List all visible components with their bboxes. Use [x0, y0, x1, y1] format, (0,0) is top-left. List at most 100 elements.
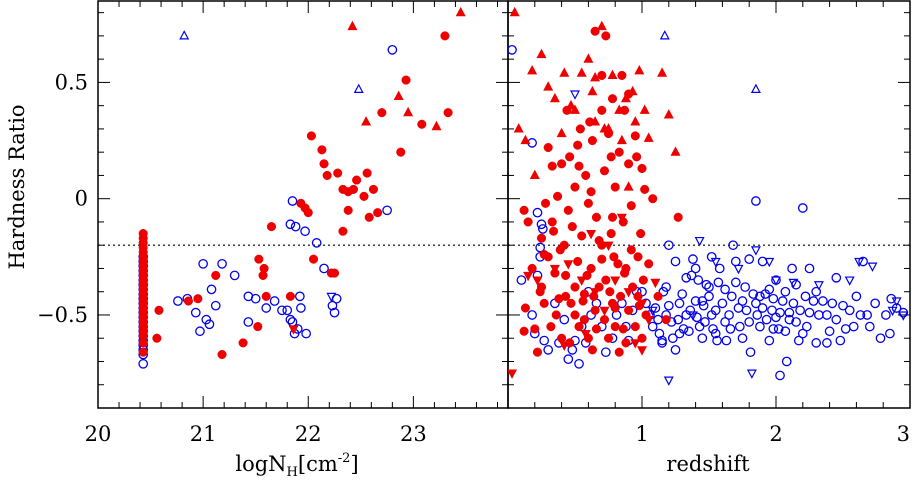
data-point-filled-circle — [591, 324, 601, 334]
data-point-filled-circle — [599, 315, 610, 325]
data-point-open-triangle-down — [891, 297, 902, 307]
data-point-filled-circle — [616, 291, 626, 301]
x-tick-label: 21 — [190, 422, 217, 446]
data-point-filled-circle — [217, 349, 227, 360]
data-point-open-circle — [745, 347, 756, 358]
data-point-filled-circle — [577, 231, 587, 241]
data-point-filled-triangle-up — [565, 99, 576, 110]
x-axis-title-right: redshift — [666, 452, 750, 476]
data-point-filled-circle — [319, 159, 329, 169]
data-point-open-circle — [752, 310, 763, 320]
data-point-open-circle — [793, 335, 804, 346]
data-point-filled-circle — [443, 108, 453, 118]
data-point-open-circle — [670, 256, 681, 267]
data-point-open-circle — [537, 224, 548, 234]
data-point-open-circle — [300, 226, 310, 237]
data-point-filled-triangle-down — [532, 276, 543, 286]
data-point-filled-triangle-up — [559, 67, 570, 77]
data-point-filled-circle — [614, 147, 624, 157]
data-point-filled-triangle-up — [529, 169, 540, 180]
data-point-open-circle — [287, 196, 298, 206]
data-point-open-circle — [677, 289, 688, 299]
data-point-filled-circle — [587, 345, 597, 355]
data-point-open-circle — [667, 333, 678, 344]
data-point-open-circle — [657, 335, 667, 346]
data-point-filled-triangle-up — [513, 123, 524, 133]
data-point-open-circle — [681, 272, 692, 283]
data-point-open-circle — [559, 314, 570, 325]
data-point-filled-circle — [565, 152, 575, 162]
data-point-filled-triangle-down — [576, 276, 587, 286]
data-point-open-triangle-down — [326, 292, 337, 303]
x-tick-label: 2 — [769, 422, 782, 446]
data-point-filled-triangle-up — [627, 85, 638, 96]
data-point-filled-circle — [630, 322, 640, 332]
y-tick-label: −0.5 — [37, 303, 88, 327]
data-point-open-circle — [838, 300, 848, 311]
data-point-filled-circle — [673, 212, 683, 222]
data-point-filled-triangle-up — [614, 104, 625, 114]
data-point-filled-circle — [547, 217, 557, 227]
data-point-open-circle — [844, 305, 855, 316]
data-point-filled-circle — [343, 205, 353, 215]
data-point-open-triangle-down — [710, 257, 721, 268]
data-point-filled-circle — [527, 263, 537, 274]
data-point-open-circle — [788, 298, 799, 309]
data-point-filled-circle — [637, 163, 647, 174]
data-point-filled-circle — [329, 268, 340, 278]
data-point-open-circle — [261, 303, 272, 313]
data-point-filled-triangle-up — [590, 71, 601, 82]
data-point-filled-circle — [597, 70, 607, 80]
data-point-filled-circle — [285, 291, 295, 301]
data-point-open-circle — [775, 307, 785, 318]
data-point-filled-circle — [597, 105, 607, 115]
data-point-open-circle — [539, 335, 550, 346]
data-point-filled-triangle-up — [570, 104, 580, 114]
data-point-filled-circle — [539, 249, 549, 260]
data-point-filled-circle — [573, 256, 583, 267]
y-tick-label: 0 — [75, 187, 88, 211]
data-point-filled-triangle-up — [536, 48, 547, 59]
data-point-open-circle — [804, 263, 815, 274]
data-point-filled-circle — [557, 159, 567, 169]
data-point-open-triangle-down — [750, 246, 761, 256]
data-point-filled-triangle-up — [527, 64, 538, 75]
data-point-filled-circle — [338, 226, 348, 236]
data-point-open-circle — [663, 240, 674, 251]
data-point-filled-circle — [266, 222, 277, 232]
data-point-open-circle — [714, 263, 725, 274]
panel-lognh: 20 21 22 23 0.5 0 −0.5 — [37, 0, 509, 446]
data-point-open-circle — [382, 205, 392, 216]
data-point-open-triangle-down — [687, 311, 698, 321]
data-point-filled-circle — [630, 131, 640, 141]
data-point-filled-triangle-down — [637, 299, 647, 310]
data-point-open-circle — [563, 354, 574, 365]
data-point-filled-circle — [377, 108, 387, 118]
data-point-filled-triangle-up — [657, 67, 668, 77]
data-point-open-circle — [740, 282, 751, 292]
data-point-open-circle — [768, 324, 779, 334]
data-point-filled-circle — [359, 191, 369, 201]
data-point-filled-triangle-down — [623, 288, 634, 298]
data-point-open-circle — [250, 293, 261, 304]
data-point-open-circle — [777, 296, 788, 306]
data-point-filled-triangle-down — [580, 329, 591, 340]
data-point-filled-circle — [591, 212, 601, 222]
data-point-open-circle — [301, 328, 312, 339]
data-point-open-triangle-down — [813, 281, 824, 291]
x-axis-title-left: logNH[cm-2] — [235, 451, 358, 479]
x-axis-title-sup: -2 — [338, 451, 351, 466]
data-point-filled-circle — [626, 201, 636, 211]
data-point-open-circle — [198, 258, 208, 269]
data-point-filled-circle — [610, 303, 620, 313]
data-point-open-circle — [741, 305, 752, 316]
data-point-open-circle — [527, 310, 537, 320]
data-point-open-circle — [690, 296, 701, 306]
data-point-open-circle — [277, 305, 287, 316]
data-point-filled-circle — [617, 70, 627, 80]
data-point-filled-triangle-up — [509, 6, 520, 17]
data-point-open-circle — [319, 263, 329, 274]
data-point-open-circle — [748, 289, 759, 299]
data-point-filled-circle — [633, 291, 643, 301]
data-point-filled-triangle-down — [590, 288, 601, 298]
